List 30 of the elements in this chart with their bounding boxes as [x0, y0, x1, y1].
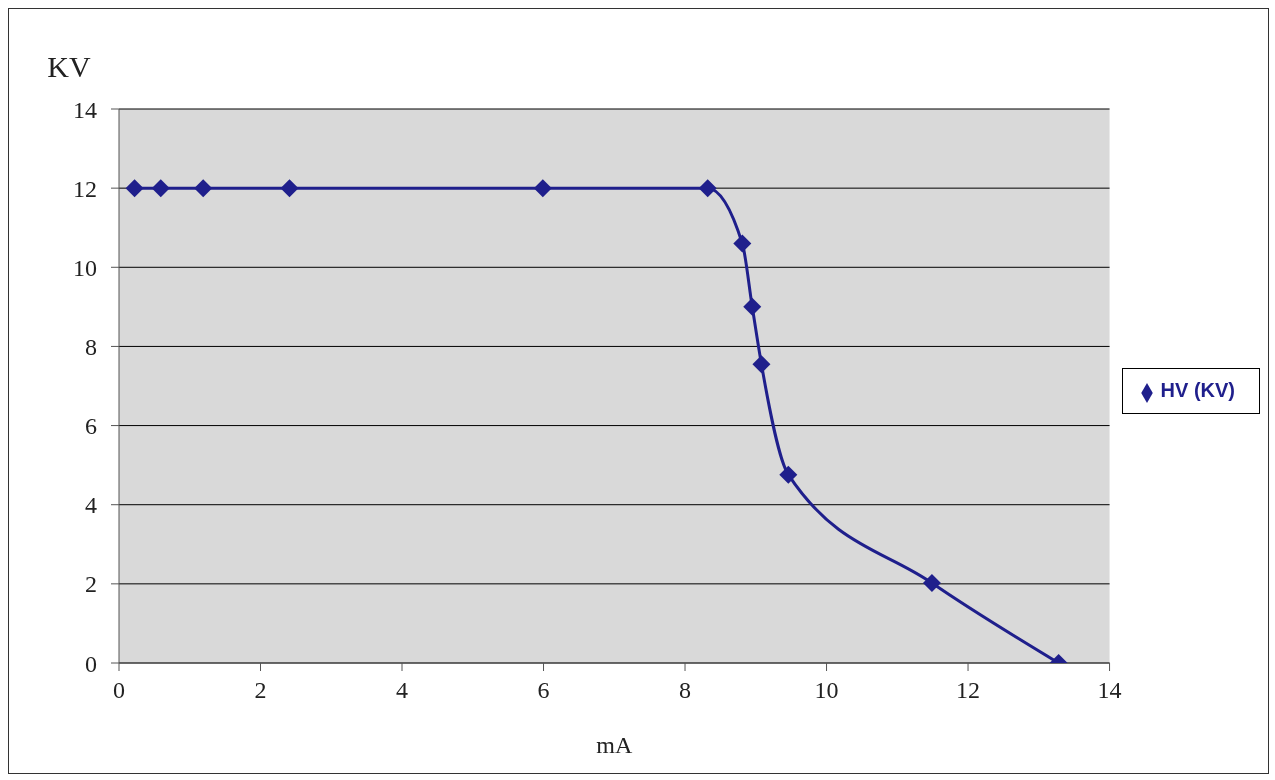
y-tick-label: 4 — [85, 492, 97, 519]
point — [743, 297, 762, 316]
x-tick-label: 12 — [956, 677, 981, 704]
y-tick-label: 10 — [73, 254, 97, 281]
y-tick-label: 0 — [85, 650, 97, 677]
y-tick-label: 2 — [85, 571, 97, 598]
point — [280, 179, 299, 198]
y-axis-title: KV — [47, 50, 91, 83]
y-tick-label: 12 — [73, 175, 97, 202]
point — [125, 179, 144, 198]
x-tick-label: 6 — [537, 677, 550, 704]
x-tick-label: 2 — [254, 677, 267, 704]
point — [922, 574, 941, 593]
x-tick-label: 0 — [113, 677, 125, 704]
x-tick-label: 8 — [679, 677, 692, 704]
point — [779, 465, 798, 484]
y-tick-label: 8 — [85, 333, 97, 360]
y-tick-label: 6 — [85, 413, 97, 440]
x-tick-label: 10 — [814, 677, 839, 704]
legend-label: HV (KV) — [1160, 378, 1235, 401]
x-axis-title: mA — [596, 732, 633, 758]
x-tick-label: 14 — [1097, 677, 1122, 704]
y-tick-label: 14 — [73, 96, 97, 123]
x-tick-label: 4 — [396, 677, 409, 704]
point — [752, 355, 771, 374]
point — [194, 179, 213, 198]
point — [151, 179, 170, 198]
point — [533, 179, 552, 198]
point — [698, 179, 717, 198]
point — [733, 234, 752, 253]
